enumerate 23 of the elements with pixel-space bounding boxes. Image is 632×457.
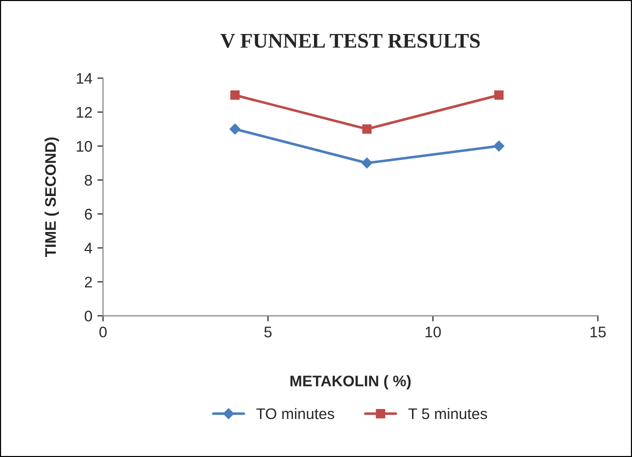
x-axis-title: METAKOLIN ( %) — [290, 375, 411, 390]
y-tick-label: 0 — [84, 310, 92, 322]
y-tick-label: 4 — [84, 242, 92, 254]
y-tick-label: 2 — [84, 276, 92, 288]
y-tick-label: 6 — [84, 208, 92, 220]
x-tick-label: 0 — [99, 326, 107, 338]
x-tick-label: 5 — [264, 326, 272, 338]
y-tick-label: 8 — [84, 174, 92, 186]
point — [362, 124, 372, 134]
x-tick-label: 10 — [426, 326, 441, 338]
y-tick-label: 12 — [76, 106, 92, 118]
y-axis-title: TIME ( SECOND) — [44, 137, 59, 258]
legend-label: T 5 minutes — [408, 408, 488, 420]
point — [493, 140, 504, 152]
legend-label: TO minutes — [256, 408, 334, 420]
y-tick-label: 10 — [76, 140, 92, 152]
point — [230, 90, 240, 100]
y-tick-label: 14 — [76, 73, 92, 84]
point — [494, 90, 504, 100]
x-tick-label: 15 — [590, 326, 606, 338]
point — [362, 158, 372, 168]
point — [230, 124, 240, 134]
chart-title: V FUNNEL TEST RESULTS — [220, 34, 480, 48]
